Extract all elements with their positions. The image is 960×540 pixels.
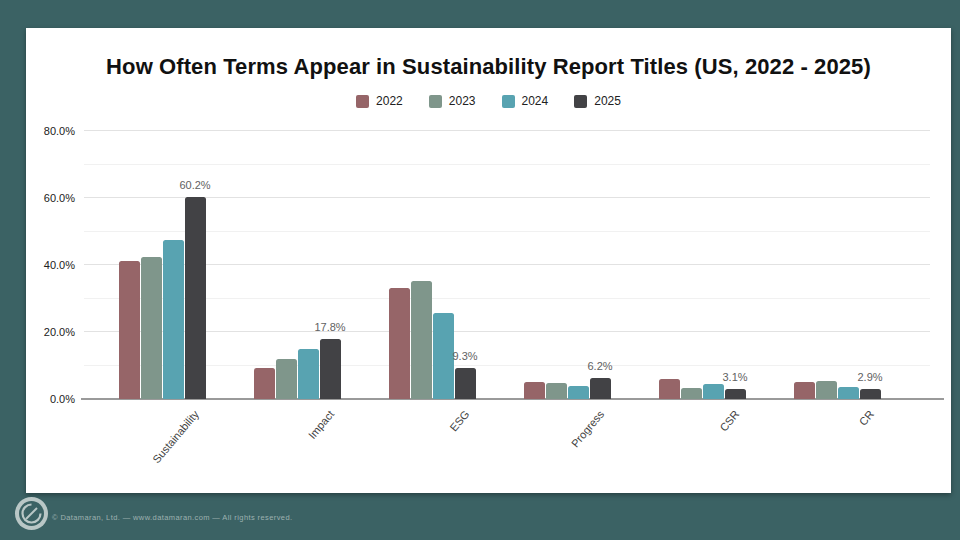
bar-2023-esg [411,281,432,399]
bar-value-label: 17.8% [314,321,345,333]
x-axis-label: CR [857,408,876,428]
gridline [84,197,930,198]
y-axis-tick-label: 0.0% [50,393,75,405]
x-axis-label: ESG [447,408,471,434]
gridline [84,331,930,332]
legend-label: 2024 [522,94,549,108]
legend-label: 2022 [376,94,403,108]
bar-2024-esg [433,313,454,399]
bar-2024-impact [298,349,319,399]
legend-swatch [502,95,515,108]
bar-2025-cr [860,389,881,399]
bar-2025-sustainability [185,197,206,399]
bar-2024-csr [703,384,724,399]
gridline [84,130,930,131]
bar-2022-impact [254,368,275,399]
bar-2025-impact [320,339,341,399]
chart-legend: 2022 2023 2024 2025 [26,94,951,108]
gridline [84,298,930,299]
legend-label: 2023 [449,94,476,108]
x-axis-label: CSR [717,408,741,434]
plot-area: 0.0%20.0%40.0%60.0%80.0%60.2%Sustainabil… [84,131,930,399]
bar-value-label: 9.3% [452,350,477,362]
gridline [84,365,930,366]
bar-value-label: 60.2% [179,179,210,191]
legend-swatch [429,95,442,108]
legend-swatch [574,95,587,108]
copyright-text: © Datamaran, Ltd. — www.datamaran.com — … [52,512,292,521]
bar-value-label: 3.1% [722,371,747,383]
x-axis-label: Impact [306,408,336,441]
legend-item: 2023 [429,94,476,108]
bar-2025-esg [455,368,476,399]
legend-item: 2025 [574,94,621,108]
x-axis-label: Sustainability [150,408,201,465]
y-axis-tick-label: 80.0% [44,125,75,137]
legend-item: 2024 [502,94,549,108]
gridline [84,164,930,165]
bar-value-label: 6.2% [587,360,612,372]
y-axis-tick-label: 60.0% [44,192,75,204]
bar-2025-progress [590,378,611,399]
bar-2024-cr [838,387,859,399]
chart-title: How Often Terms Appear in Sustainability… [26,54,951,80]
bar-2022-csr [659,379,680,399]
bar-2023-impact [276,359,297,399]
bar-2023-progress [546,383,567,399]
bar-2023-sustainability [141,257,162,399]
y-axis-tick-label: 20.0% [44,326,75,338]
bar-2024-progress [568,386,589,399]
x-axis-label: Progress [569,408,606,449]
bar-2025-csr [725,389,746,399]
x-axis-line [81,398,944,400]
bar-2024-sustainability [163,240,184,399]
datamaran-logo-icon [14,496,49,531]
legend-item: 2022 [356,94,403,108]
bar-2022-cr [794,382,815,399]
chart-card: How Often Terms Appear in Sustainability… [26,28,951,493]
footer: © Datamaran, Ltd. — www.datamaran.com — … [0,493,960,540]
bar-value-label: 2.9% [857,371,882,383]
gridline [84,231,930,232]
bar-2022-progress [524,382,545,399]
bar-2023-cr [816,381,837,399]
bar-2022-sustainability [119,261,140,399]
bar-2023-csr [681,388,702,399]
legend-swatch [356,95,369,108]
gridline [84,264,930,265]
y-axis-tick-label: 40.0% [44,259,75,271]
bar-2022-esg [389,288,410,399]
legend-label: 2025 [594,94,621,108]
